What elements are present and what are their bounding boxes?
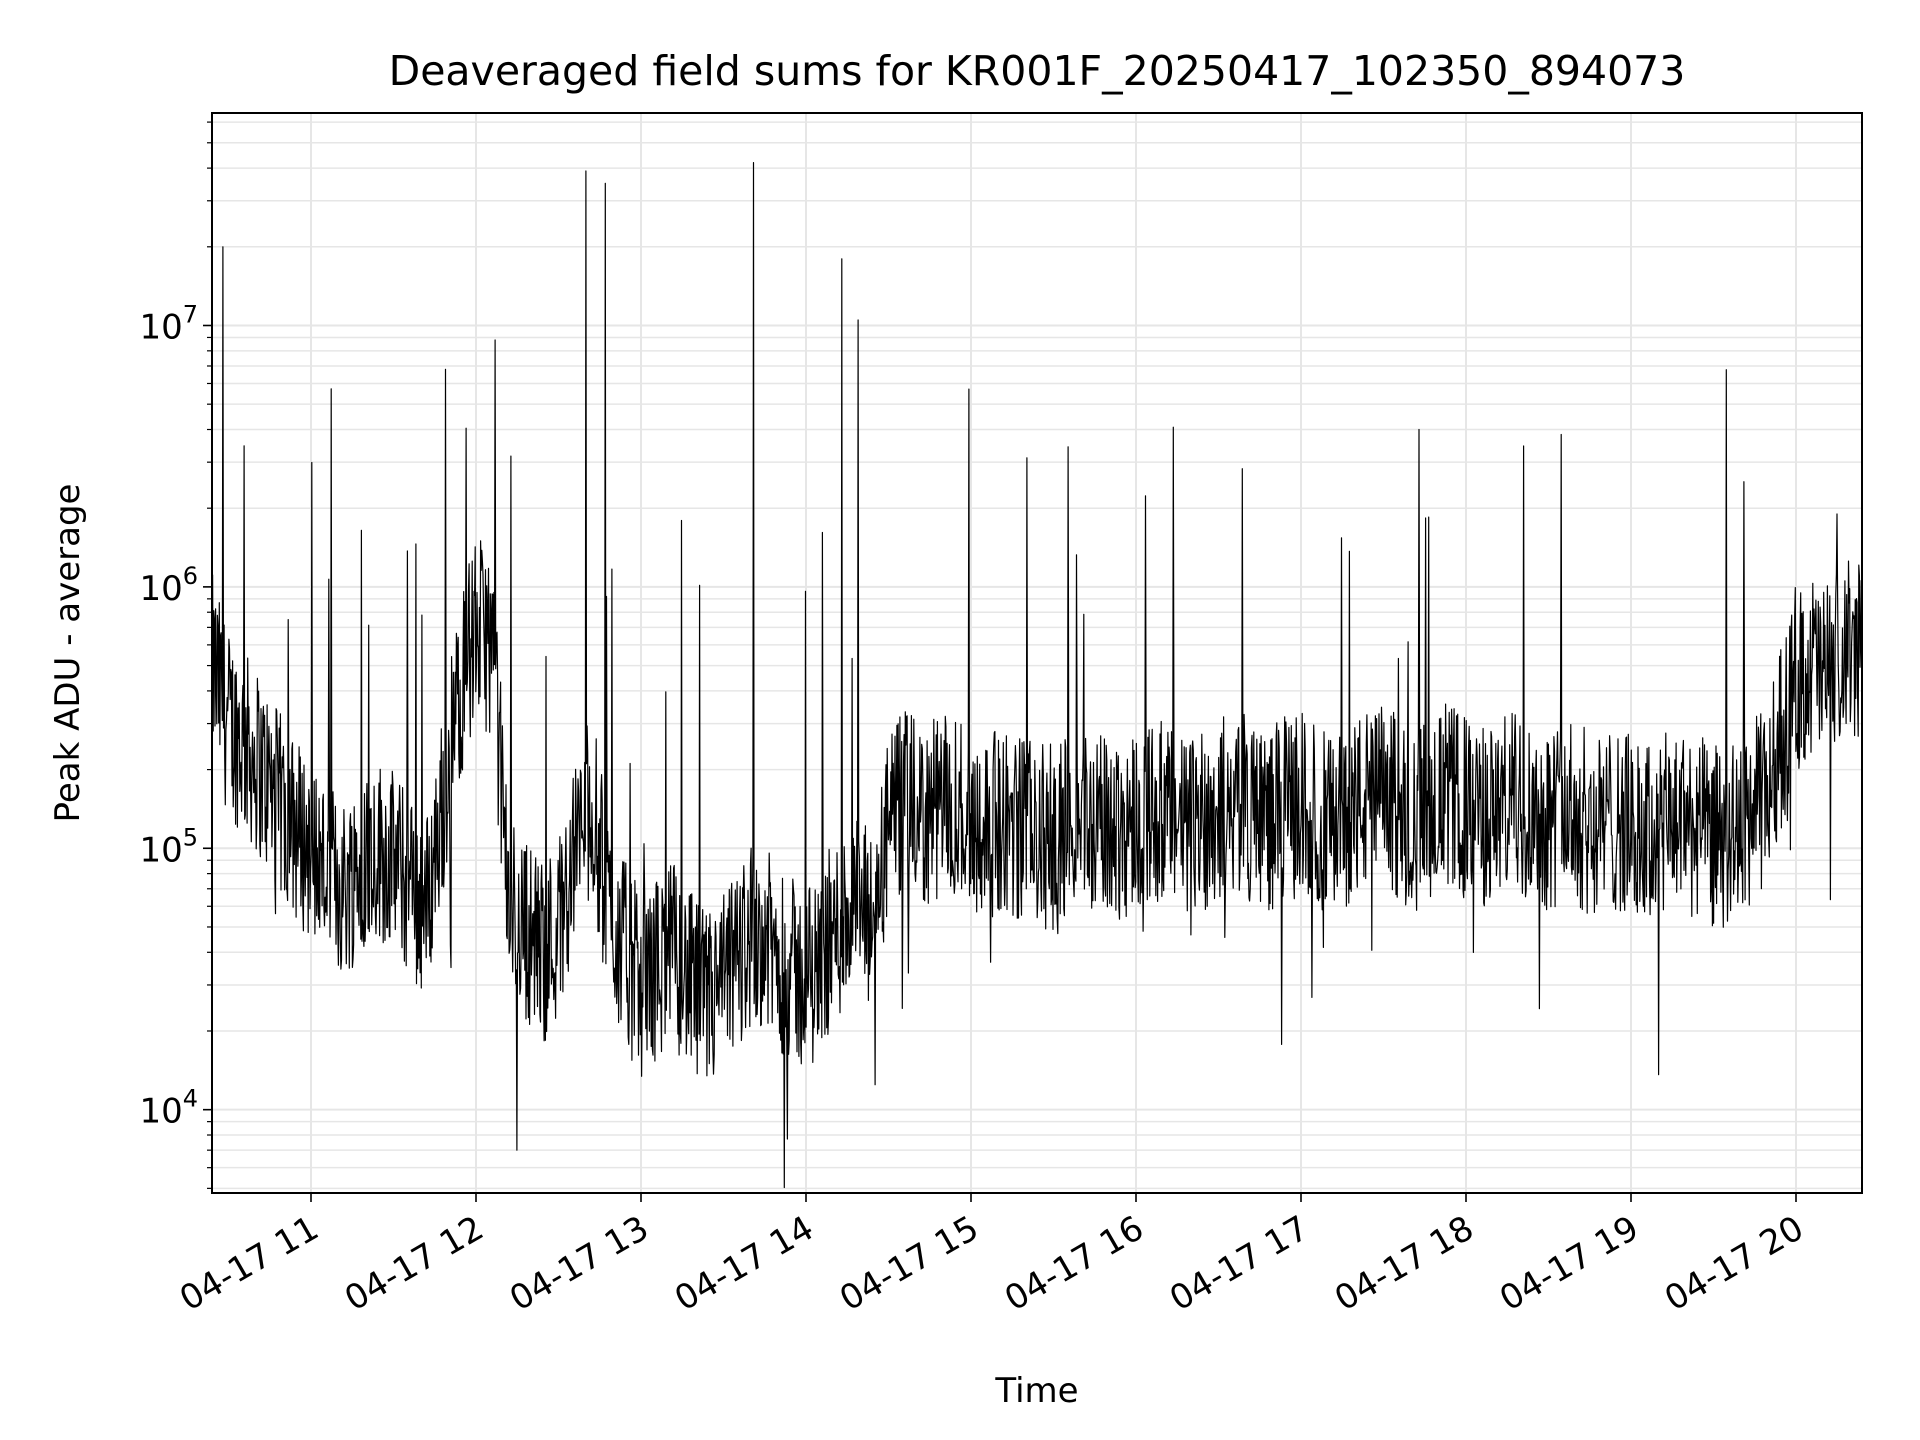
x-tick-label: 04-17 18 [1328,1208,1480,1319]
x-axis-label: Time [994,1371,1078,1411]
x-tick-label: 04-17 16 [998,1208,1150,1319]
y-tick-label: 105 [139,823,198,870]
chart-title: Deaveraged field sums for KR001F_2025041… [389,47,1686,95]
y-tick-label: 104 [139,1085,198,1132]
series-layer [211,162,1863,1189]
x-tick-label: 04-17 11 [173,1208,325,1319]
x-tick-label: 04-17 15 [833,1208,985,1319]
x-tick-label: 04-17 13 [503,1208,655,1319]
y-tick-label: 106 [139,562,198,609]
plot-frame [211,112,1863,1194]
x-tick-label: 04-17 19 [1493,1208,1645,1319]
x-tick-label: 04-17 20 [1658,1208,1810,1319]
y-axis-label: Peak ADU - average [48,484,88,823]
grid-lines [212,113,1862,1193]
x-tick-label: 04-17 14 [668,1208,820,1319]
series-line [211,162,1863,1189]
x-tick-label: 04-17 12 [338,1208,490,1319]
x-tick-label: 04-17 17 [1163,1208,1315,1319]
y-tick-label: 107 [139,300,198,347]
